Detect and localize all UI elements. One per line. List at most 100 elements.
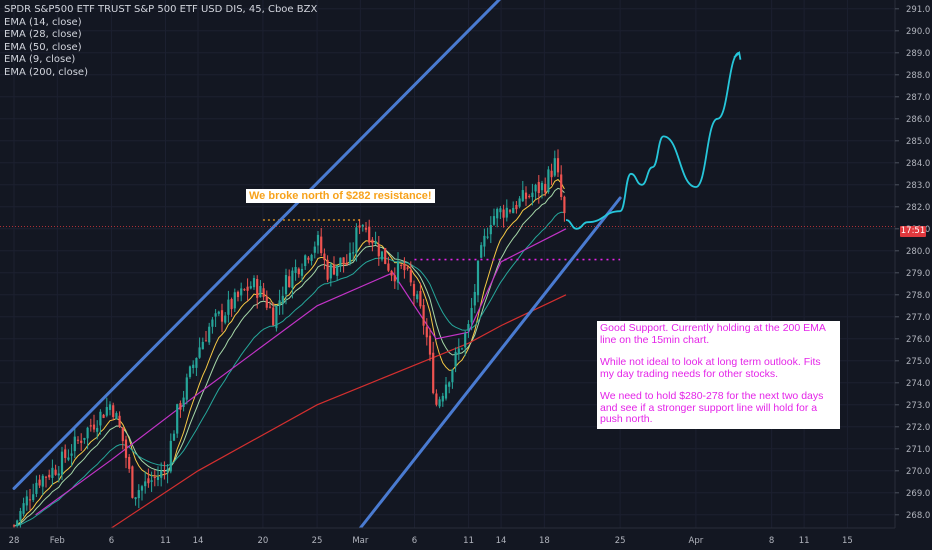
candle-body (505, 207, 508, 218)
candle-body (329, 264, 332, 279)
candle-body (160, 470, 163, 478)
candle-body (236, 291, 240, 298)
candle-body (48, 474, 51, 478)
candle-body (444, 384, 448, 399)
candle-body (508, 210, 512, 212)
ema-lines (13, 178, 567, 529)
candle-body (336, 265, 339, 276)
candle-body (512, 207, 515, 214)
candle-body (220, 310, 224, 322)
candle-body (550, 170, 553, 178)
candle-body (345, 262, 348, 265)
candle-body (185, 377, 188, 400)
indicator-ema-14[interactable]: EMA (14, close) (4, 16, 82, 28)
candle-body (153, 477, 156, 479)
price-tick-label: 276.0 (906, 335, 930, 345)
candle-body (368, 226, 371, 243)
candle-body (300, 268, 304, 276)
price-tick-label: 284.0 (906, 159, 930, 169)
candle-body (518, 198, 521, 207)
candle-body (16, 520, 19, 526)
candle-body (294, 266, 297, 273)
candle-body (179, 403, 182, 410)
candle-body (544, 183, 547, 193)
candle-body (259, 285, 262, 298)
candle-body (137, 490, 140, 499)
candle-body (224, 315, 227, 323)
candle-body (169, 440, 172, 472)
candle-body (486, 236, 489, 238)
price-axis: 268.0 269.0 270.0 271.0 272.0 273.0 274.0 275.0… (894, 0, 932, 550)
time-axis: 28 Feb 6 11 14 20 25 Mar 6 11 14 18 25 Apr 8 11 15 (0, 527, 932, 550)
candle-body (150, 480, 153, 482)
time-tick-label: 25 (312, 536, 323, 546)
price-tick-label: 274.0 (906, 379, 930, 389)
price-tick-label: 282.0 (906, 203, 930, 213)
candle-body (435, 393, 438, 405)
candle-body (76, 439, 80, 441)
candle-body (172, 433, 176, 441)
resistance-annotation[interactable]: We broke north of $282 resistance! (246, 189, 435, 203)
candle-body (380, 251, 384, 260)
candle-body (320, 236, 323, 254)
time-tick-label: 11 (463, 536, 474, 546)
candle-body (476, 260, 480, 296)
candle-body (492, 216, 496, 225)
candle-body (243, 289, 246, 291)
candle-body (460, 348, 464, 350)
candle-body (428, 335, 432, 355)
candle-body (80, 440, 83, 443)
candle-body (352, 252, 355, 254)
time-tick-label: 25 (615, 536, 626, 546)
candle-body (73, 436, 76, 452)
price-tick-label: 289.0 (906, 49, 930, 59)
candle-body (467, 324, 470, 331)
candle-body (124, 439, 128, 458)
candle-body (553, 158, 556, 176)
price-tick-label: 268.0 (906, 511, 930, 521)
candle-body (524, 192, 528, 199)
candle-body (41, 475, 44, 487)
candle-body (147, 478, 150, 484)
projection-arrowhead (733, 51, 742, 60)
projection-curve (565, 51, 740, 230)
candle-body (246, 286, 249, 291)
candle-body (192, 364, 195, 369)
candle-body (464, 333, 467, 348)
price-tick-label: 280.0 (906, 247, 930, 257)
indicator-ema-200[interactable]: EMA (200, close) (4, 66, 88, 78)
candle-body (60, 451, 64, 475)
candle-body (214, 313, 217, 317)
candle-body (563, 196, 566, 214)
symbol-title[interactable]: SPDR S&P500 ETF TRUST S&P 500 ETF USD DI… (4, 4, 318, 15)
candle-body (454, 351, 457, 367)
price-tick-label: 272.0 (906, 423, 930, 433)
time-tick-label: 28 (9, 536, 20, 546)
indicator-ema-50[interactable]: EMA (50, close) (4, 41, 82, 53)
candle-body (416, 294, 419, 300)
candle-body (249, 286, 252, 289)
candle-body (502, 209, 505, 218)
candle-body (288, 276, 291, 288)
indicator-ema-28[interactable]: EMA (28, close) (4, 29, 82, 40)
indicator-ema-9[interactable]: EMA (9, close) (4, 54, 76, 65)
candle-body (323, 253, 326, 260)
candle-body (208, 326, 211, 343)
candle-body (409, 270, 412, 283)
price-tick-label: 286.0 (906, 115, 930, 125)
support-annotation[interactable]: Good Support. Currently holding at the 2… (597, 321, 840, 429)
time-tick-label: 8 (769, 536, 774, 546)
ema-28-line (13, 211, 565, 527)
candle-body (387, 263, 390, 271)
candle-body (560, 174, 563, 197)
candle-body (51, 467, 54, 478)
candle-body (57, 473, 60, 476)
chart-drawings (0, 0, 895, 530)
candle-body (534, 184, 537, 192)
candle-body (201, 341, 204, 350)
candle-body (400, 265, 403, 267)
time-tick-label: 14 (193, 536, 204, 546)
candle-body (304, 255, 307, 267)
support-annotation-line-3: We need to hold $280-278 for the next tw… (600, 390, 824, 425)
